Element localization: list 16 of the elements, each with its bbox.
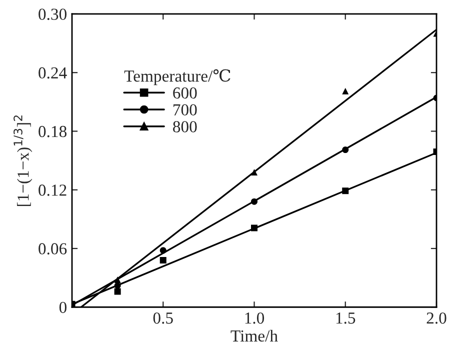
y-tick-label: 0.24 xyxy=(38,67,67,79)
legend-label: 600 xyxy=(173,87,197,99)
legend-label: 800 xyxy=(173,121,197,132)
x-tick-label: 0.5 xyxy=(153,312,173,324)
y-tick-label: 0.30 xyxy=(38,8,67,20)
x-axis-title: Time/h xyxy=(230,330,278,342)
y-tick-label: 0.18 xyxy=(38,126,67,138)
x-tick-label: 1.0 xyxy=(245,312,264,324)
x-tick-label: 2.0 xyxy=(426,312,446,324)
y-axis-title: [1−(1−x)$^{1/3}$]$^{2}$ xyxy=(14,115,32,206)
legend-title: Temperature/℃ xyxy=(124,69,230,86)
y-tick-label: 0 xyxy=(59,302,67,314)
y-tick-label: 0.12 xyxy=(38,184,66,196)
x-tick-label: 1.5 xyxy=(336,312,356,324)
legend-label: 700 xyxy=(174,104,197,116)
y-tick-label: 0.06 xyxy=(38,243,67,255)
